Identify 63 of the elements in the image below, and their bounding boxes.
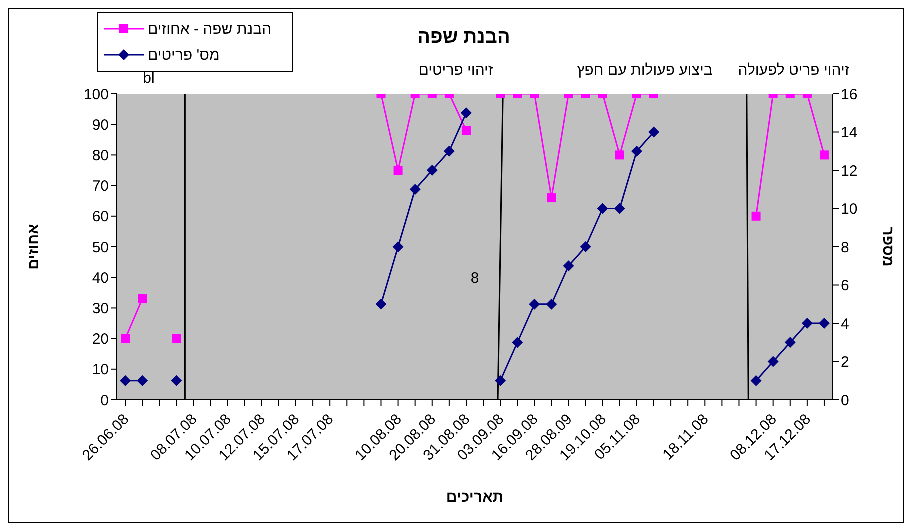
point — [615, 150, 624, 160]
y-tick-label: 20 — [92, 331, 109, 348]
point — [120, 375, 132, 386]
point — [648, 126, 660, 138]
point — [171, 375, 182, 386]
point — [784, 337, 796, 348]
y-tick-label: 30 — [92, 300, 109, 318]
y-tick-label: 80 — [92, 148, 109, 165]
point — [597, 203, 608, 214]
x-axis-title: תאריכים — [446, 489, 504, 506]
y-tick-label: 40 — [92, 270, 109, 287]
y2-tick-label: 12 — [841, 162, 858, 180]
point — [580, 242, 592, 252]
point — [818, 318, 830, 329]
y2-tick-label: 6 — [841, 278, 850, 295]
point — [631, 146, 642, 157]
point — [410, 184, 421, 196]
legend-label: הבנת שפה - אחוזים — [148, 20, 272, 38]
y-tick-label: 100 — [84, 86, 109, 104]
y2-tick-label: 16 — [841, 86, 858, 104]
y2-tick-label: 0 — [841, 392, 850, 410]
point — [137, 375, 148, 386]
point — [529, 298, 540, 310]
y-tick-label: 50 — [92, 239, 109, 256]
text: זיהוי פריט לפעולה — [738, 62, 850, 79]
legend-label: מס' פריטים — [148, 46, 220, 64]
y2-axis-title: מספר — [880, 227, 897, 267]
y-tick-label: 60 — [92, 208, 109, 226]
y-tick-label: 10 — [92, 362, 109, 379]
y-axis-title: אחוזים — [25, 224, 42, 270]
annotation: 8 — [470, 270, 480, 287]
point — [426, 165, 438, 176]
y2-tick-label: 8 — [841, 239, 850, 256]
point — [752, 212, 761, 221]
point — [460, 108, 472, 119]
point — [512, 337, 524, 348]
point — [172, 334, 182, 344]
y2-tick-label: 10 — [841, 201, 858, 218]
point — [614, 203, 626, 214]
point — [392, 242, 404, 252]
y2-tick-label: 14 — [841, 124, 858, 142]
point — [444, 146, 455, 157]
point — [495, 375, 506, 386]
text: bl — [143, 70, 155, 87]
y2-tick-label: 4 — [841, 316, 850, 333]
point — [121, 334, 130, 344]
y2-tick-label: 2 — [841, 354, 850, 372]
chart-title: הבנת שפה — [418, 27, 510, 48]
text: ביצוע פעולות עם חפץ — [577, 62, 713, 79]
text: זיהוי פריטים — [418, 62, 494, 79]
point — [768, 356, 779, 368]
point — [376, 298, 387, 310]
point — [802, 318, 813, 329]
point — [820, 150, 829, 160]
point — [394, 166, 403, 175]
y-tick-label: 90 — [92, 116, 109, 134]
point — [563, 260, 574, 272]
point — [547, 194, 556, 203]
point — [546, 298, 558, 310]
y-tick-label: 0 — [100, 392, 109, 410]
point — [750, 375, 762, 386]
point — [138, 294, 148, 304]
y-tick-label: 70 — [92, 178, 109, 196]
